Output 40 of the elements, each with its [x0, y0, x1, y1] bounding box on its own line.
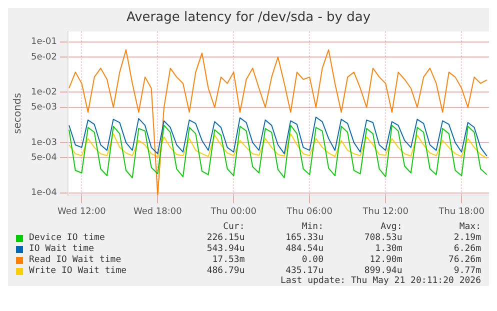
- x-tick-label: Wed 18:00: [133, 206, 182, 217]
- chart-title: Average latency for /dev/sda - by day: [126, 10, 371, 26]
- x-tick-label: Thu 12:00: [362, 206, 409, 217]
- text: 165.33u: [284, 233, 324, 243]
- text: 486.79u: [206, 266, 245, 276]
- text: Max:: [458, 222, 481, 232]
- text: 484.54u: [284, 244, 324, 254]
- text: 9.77m: [452, 266, 481, 276]
- legend-label: IO Wait time: [29, 244, 94, 254]
- y-tick-label: 1e-03: [30, 138, 57, 148]
- text: 226.15u: [206, 233, 245, 243]
- y-tick-label: 5e-03: [30, 102, 57, 113]
- x-tick-label: Thu 06:00: [286, 206, 333, 217]
- text: 12.90m: [368, 255, 402, 265]
- text: 0.00: [300, 255, 324, 265]
- text: 17.53m: [211, 255, 245, 265]
- y-tick-label: 5e-02: [30, 52, 57, 62]
- legend-label: Write IO Wait time: [29, 266, 127, 276]
- legend-label: Device IO time: [29, 233, 105, 243]
- x-tick-label: Thu 00:00: [210, 206, 257, 217]
- text: 435.17u: [284, 266, 324, 276]
- text: Last update: Thu May 21 20:11:20 2026: [280, 276, 481, 286]
- y-tick-label: 1e-02: [30, 88, 57, 98]
- y-tick-label: 5e-04: [30, 153, 58, 164]
- text: Cur:: [222, 222, 245, 232]
- y-axis-title: seconds: [12, 92, 24, 134]
- x-tick-label: Wed 12:00: [57, 206, 106, 217]
- text: Min:: [300, 222, 324, 232]
- text: 6.26m: [452, 244, 481, 254]
- text: 76.26m: [447, 255, 481, 265]
- text: 543.94u: [206, 244, 245, 254]
- text: 2.19m: [452, 233, 481, 243]
- text: 1.30m: [374, 244, 402, 254]
- y-tick-label: 1e-01: [30, 37, 57, 48]
- x-tick-label: Thu 18:00: [438, 206, 485, 217]
- text: Avg:: [380, 222, 402, 232]
- text: 899.94u: [363, 266, 402, 276]
- y-tick-label: 1e-04: [30, 188, 58, 198]
- legend-label: Read IO Wait time: [29, 255, 122, 265]
- text: 708.53u: [363, 233, 402, 243]
